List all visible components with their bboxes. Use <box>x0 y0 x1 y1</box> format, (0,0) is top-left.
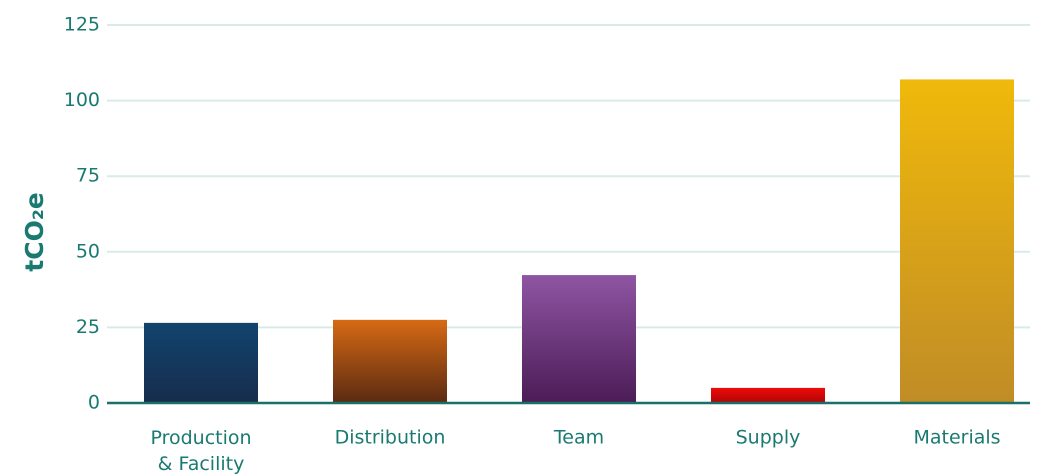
x-tick-label: Distribution <box>335 427 446 449</box>
y-axis-label: tCO₂e <box>20 192 49 271</box>
bar <box>711 387 825 403</box>
y-tick-label: 25 <box>76 316 100 338</box>
bar <box>900 79 1014 403</box>
x-tick-label: Materials <box>913 427 1000 449</box>
x-tick-label: Supply <box>736 427 801 449</box>
bar <box>333 319 447 403</box>
y-tick-label: 125 <box>64 14 100 36</box>
x-tick-label: Team <box>553 427 604 449</box>
y-tick-label: 100 <box>64 89 100 111</box>
bar <box>522 275 636 403</box>
bar <box>144 322 258 403</box>
y-tick-label: 0 <box>88 392 100 414</box>
y-tick-label: 50 <box>76 240 100 262</box>
x-tick-label: Production & Facility <box>150 427 251 474</box>
y-tick-label: 75 <box>76 165 100 187</box>
